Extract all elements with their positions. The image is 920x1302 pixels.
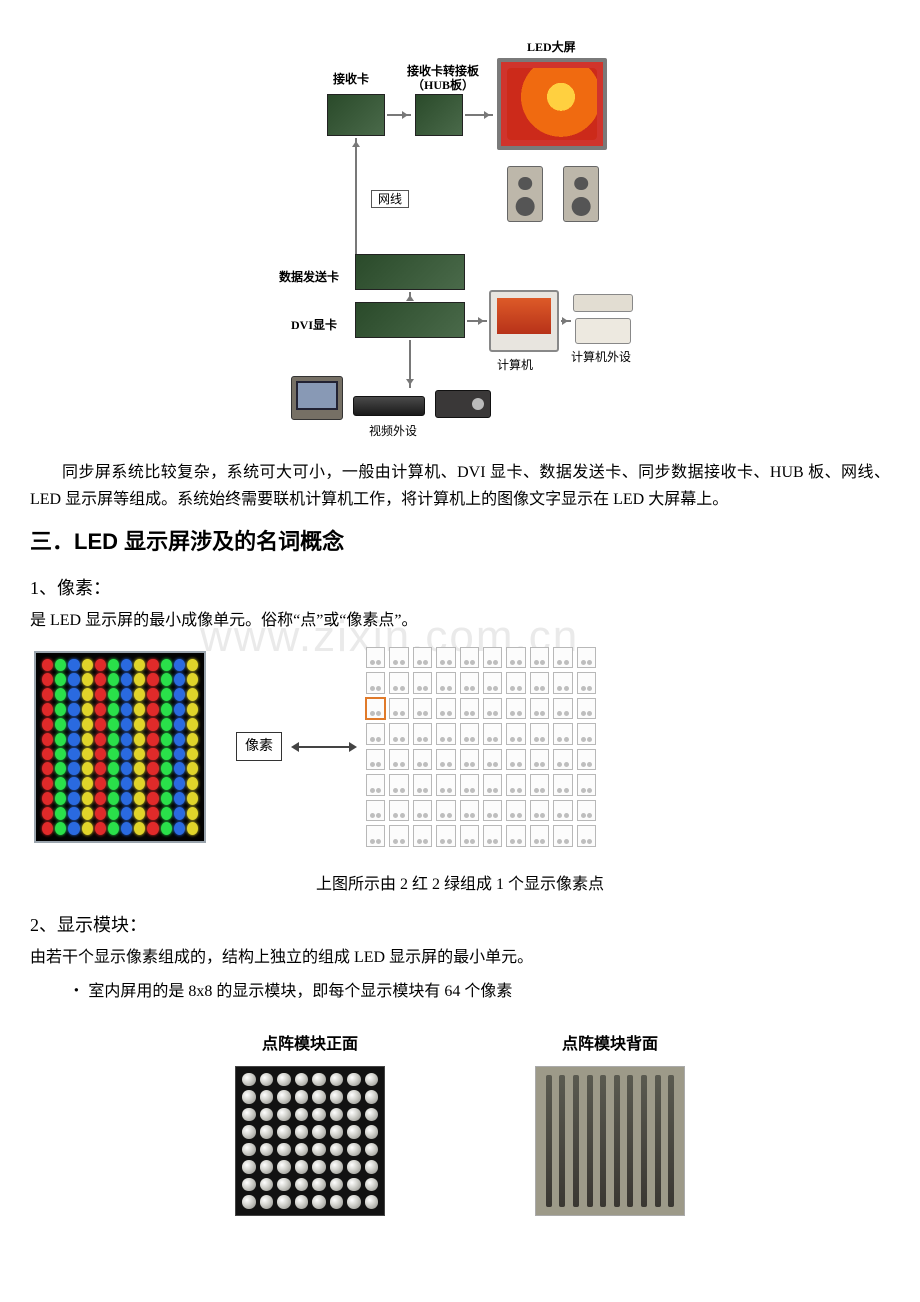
dot-matrix-row: 点阵模块正面 点阵模块背面 [30, 1031, 890, 1216]
pixel-body: 是 LED 显示屏的最小成像单元。俗称“点”或“像素点”。 [30, 607, 890, 634]
scanner-box [573, 294, 633, 312]
label-peripherals: 计算机外设 [571, 350, 631, 364]
subheading-module: 2、显示模块： [30, 910, 890, 941]
subheading-pixel: 1、像素： [30, 573, 890, 604]
sync-system-diagram: LED大屏 接收卡 接收卡转接板 （HUB板） 网线 数据发送卡 DVI显卡 [275, 40, 645, 445]
module-bullet: ・ 室内屏用的是 8x8 的显示模块，即每个显示模块有 64 个像素 [30, 978, 890, 1005]
label-dvi-card: DVI显卡 [291, 318, 337, 332]
sync-paragraph: 同步屏系统比较复杂，系统可大可小，一般由计算机、DVI 显卡、数据发送卡、同步数… [30, 459, 890, 513]
printer-box [575, 318, 631, 344]
label-send-card: 数据发送卡 [279, 270, 339, 284]
led-screen-box [497, 58, 607, 150]
label-hub-l2: （HUB板） [412, 78, 474, 92]
dvd-player [353, 396, 425, 416]
hub-board-box [415, 94, 463, 136]
computer-monitor [489, 290, 559, 352]
led-panel-left [34, 651, 206, 843]
label-video-periph: 视频外设 [369, 424, 417, 438]
label-computer: 计算机 [497, 358, 533, 372]
label-recv-card: 接收卡 [333, 72, 369, 86]
crt-tv [291, 376, 343, 420]
matrix-front-img [235, 1066, 385, 1216]
matrix-back-title: 点阵模块背面 [535, 1031, 685, 1058]
label-hub-l1: 接收卡转接板 [407, 64, 479, 78]
module-body: 由若干个显示像素组成的，结构上独立的组成 LED 显示屏的最小单元。 [30, 944, 890, 971]
projector [435, 390, 491, 418]
pixel-figure: 像素 [30, 647, 890, 847]
speaker-right [563, 166, 599, 222]
label-led-screen: LED大屏 [527, 40, 576, 54]
recv-card-box [327, 94, 385, 136]
label-hub-board: 接收卡转接板 （HUB板） [407, 64, 479, 93]
pixel-caption: 上图所示由 2 红 2 绿组成 1 个显示像素点 [30, 871, 890, 898]
label-cable: 网线 [371, 190, 409, 208]
matrix-front-title: 点阵模块正面 [235, 1031, 385, 1058]
speaker-left [507, 166, 543, 222]
pixel-label-box: 像素 [236, 732, 282, 762]
matrix-back-img [535, 1066, 685, 1216]
dvi-card-box [355, 302, 465, 338]
double-arrow-icon [294, 746, 354, 748]
send-card-box [355, 254, 465, 290]
section-heading-3: 三．LED 显示屏涉及的名词概念 [30, 523, 890, 560]
led-grid-right [366, 647, 596, 847]
